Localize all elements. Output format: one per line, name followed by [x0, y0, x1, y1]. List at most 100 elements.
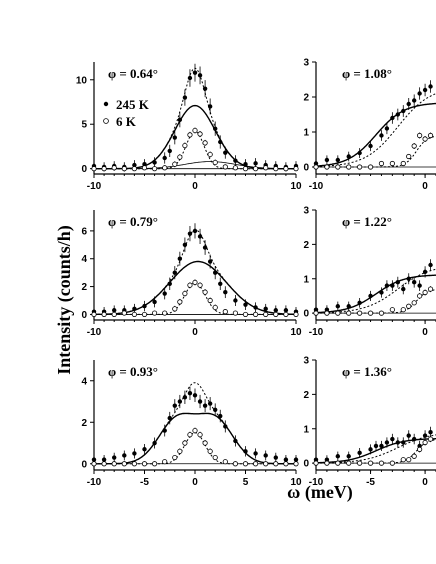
data-point-6k: [187, 432, 193, 438]
data-point-6k: [293, 166, 299, 172]
data-point-6k: [400, 457, 406, 463]
data-point-6k: [253, 461, 259, 467]
data-point-245k: [417, 283, 422, 288]
x-tick-label: -10: [87, 477, 102, 488]
data-point-245k: [384, 126, 390, 131]
data-point-6k: [222, 309, 228, 315]
data-point-245k: [379, 290, 384, 295]
data-point-6k: [389, 460, 395, 466]
y-tick-label: 3: [303, 58, 309, 69]
legend-cold-marker: [103, 118, 109, 124]
data-point-245k: [197, 399, 203, 404]
y-tick-label: 2: [303, 93, 309, 104]
data-point-245k: [167, 148, 172, 154]
data-point-245k: [390, 283, 395, 288]
data-point-245k: [428, 429, 433, 435]
data-point-6k: [313, 164, 319, 170]
fit-curve-total: [94, 229, 296, 315]
data-point-245k: [422, 87, 428, 93]
data-point-245k: [218, 139, 223, 145]
data-point-6k: [141, 311, 148, 318]
data-point-6k: [131, 461, 137, 467]
data-point-245k: [253, 451, 258, 456]
data-point-6k: [293, 461, 299, 467]
data-point-245k: [357, 150, 362, 156]
data-point-245k: [202, 403, 208, 408]
data-point-6k: [346, 310, 352, 316]
data-point-6k: [187, 282, 193, 288]
data-point-245k: [152, 440, 157, 446]
data-point-245k: [263, 306, 268, 312]
data-point-6k: [111, 461, 117, 467]
data-point-6k: [182, 290, 188, 297]
fit-curve-inelastic: [94, 161, 296, 170]
y-tick-label: 2: [81, 418, 87, 429]
data-point-245k: [395, 440, 401, 445]
data-point-245k: [213, 126, 218, 131]
y-axis-title: Intensity (counts/h): [54, 225, 75, 375]
data-point-245k: [182, 395, 188, 400]
data-point-6k: [367, 310, 374, 316]
data-point-6k: [357, 310, 363, 316]
data-point-6k: [187, 132, 193, 138]
fit-curve-broad: [315, 274, 436, 314]
data-point-6k: [411, 300, 417, 306]
legend-hot-marker: [103, 101, 109, 107]
data-point-6k: [273, 311, 279, 318]
data-point-6k: [411, 143, 417, 149]
data-point-245k: [207, 104, 213, 109]
data-point-245k: [112, 455, 117, 460]
data-point-245k: [428, 84, 433, 89]
y-tick-label: 0: [81, 310, 87, 321]
data-point-6k: [283, 166, 289, 172]
data-point-6k: [283, 461, 289, 467]
data-point-6k: [202, 140, 208, 146]
data-point-245k: [283, 308, 289, 313]
data-point-6k: [141, 461, 148, 467]
y-tick-label: 5: [81, 120, 87, 131]
data-point-245k: [112, 308, 117, 313]
data-point-245k: [293, 457, 299, 462]
data-point-245k: [406, 276, 411, 281]
y-tick-label: 0: [303, 459, 309, 470]
data-point-6k: [313, 310, 319, 316]
panel-label: φ = 1.22°: [342, 214, 392, 229]
data-point-245k: [263, 453, 268, 458]
x-tick-label: 5: [243, 477, 249, 488]
data-point-245k: [142, 447, 147, 452]
x-tick-label: 0: [422, 181, 428, 192]
data-point-245k: [422, 433, 428, 438]
data-point-245k: [213, 407, 218, 413]
data-point-245k: [368, 293, 373, 299]
data-point-6k: [273, 166, 279, 172]
data-point-6k: [406, 457, 412, 463]
data-point-6k: [152, 310, 158, 316]
data-point-245k: [223, 289, 228, 295]
x-tick-label: 10: [290, 477, 302, 488]
panel-label: φ = 1.36°: [342, 364, 392, 379]
data-point-6k: [263, 461, 269, 467]
data-point-6k: [111, 311, 117, 318]
data-point-6k: [207, 448, 213, 454]
data-point-245k: [182, 242, 188, 248]
data-point-245k: [192, 393, 198, 398]
data-point-6k: [197, 131, 203, 137]
y-tick-label: 6: [81, 226, 87, 237]
data-point-245k: [177, 256, 183, 261]
data-point-245k: [335, 454, 341, 459]
data-point-6k: [232, 310, 238, 316]
data-point-6k: [172, 306, 178, 312]
y-tick-label: 1: [303, 424, 309, 435]
data-point-6k: [324, 164, 330, 170]
data-point-245k: [142, 303, 147, 309]
data-point-6k: [427, 436, 434, 442]
data-point-245k: [202, 86, 208, 91]
data-point-245k: [379, 133, 384, 138]
fit-curve-narrow: [316, 135, 436, 168]
data-point-6k: [182, 142, 188, 149]
data-point-245k: [368, 143, 373, 149]
